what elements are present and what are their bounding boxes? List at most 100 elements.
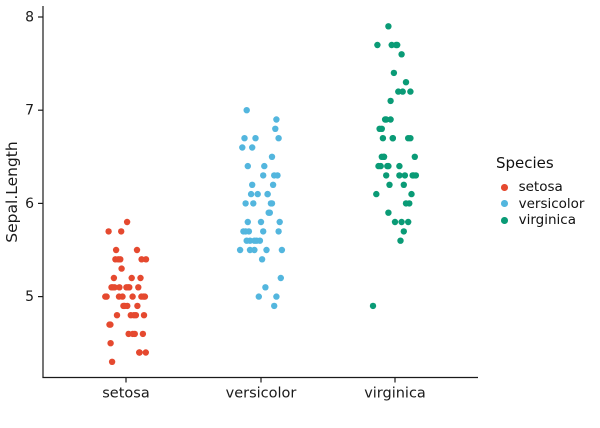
data-point-setosa [107, 340, 114, 347]
data-point-versicolor [260, 228, 267, 235]
data-point-setosa [102, 293, 109, 300]
data-point-versicolor [254, 190, 261, 198]
data-point-virginica [399, 88, 406, 95]
data-point-setosa [138, 256, 145, 263]
data-point-versicolor [277, 274, 284, 282]
x-axis-ticks: setosa versicolor virginica [102, 377, 426, 402]
data-point-versicolor [261, 162, 268, 170]
data-point-virginica [385, 23, 392, 30]
data-point-versicolor [262, 284, 269, 291]
data-point-virginica [374, 41, 381, 49]
data-point-setosa [134, 302, 141, 310]
data-point-virginica [369, 302, 377, 310]
legend-item-label: virginica [518, 212, 576, 229]
data-point-virginica [401, 172, 409, 179]
legend-dot-icon [501, 183, 508, 191]
data-point-setosa [135, 284, 142, 291]
legend-item-versicolor: versicolor [494, 196, 584, 213]
data-point-versicolor [265, 209, 272, 216]
data-point-virginica [396, 172, 403, 179]
data-point-virginica [396, 162, 403, 170]
data-point-versicolor [263, 246, 270, 254]
data-point-versicolor [244, 162, 251, 170]
data-point-versicolor [264, 190, 271, 198]
data-point-versicolor [255, 293, 262, 300]
legend-dot-icon [501, 216, 508, 224]
data-point-setosa [139, 330, 147, 338]
data-point-virginica [412, 172, 420, 179]
legend-item-setosa: setosa [494, 179, 584, 196]
data-point-virginica [402, 200, 410, 207]
data-point-virginica [389, 135, 396, 142]
y-tick-label: 5 [25, 289, 34, 305]
data-point-virginica [386, 181, 393, 188]
data-point-setosa [106, 321, 113, 328]
data-point-setosa [125, 284, 132, 291]
data-point-versicolor [243, 107, 250, 114]
data-point-versicolor [256, 237, 264, 244]
data-point-versicolor [249, 181, 256, 188]
y-tick-label: 6 [25, 196, 34, 212]
legend-items: setosa versicolor virginica [494, 179, 584, 229]
data-point-versicolor [243, 237, 250, 244]
data-point-virginica [379, 135, 387, 142]
data-point-virginica [378, 125, 385, 132]
data-point-setosa [113, 312, 121, 319]
legend-item-label: versicolor [518, 195, 585, 212]
data-point-setosa [105, 228, 112, 235]
data-point-virginica [373, 190, 380, 198]
data-point-setosa [117, 256, 124, 263]
data-point-virginica [385, 209, 392, 216]
data-point-setosa [116, 284, 123, 291]
data-point-versicolor [242, 228, 249, 235]
data-point-setosa [112, 246, 120, 254]
data-point-setosa [123, 218, 131, 226]
data-point-virginica [407, 135, 414, 142]
data-point-virginica [388, 41, 395, 49]
data-point-versicolor [268, 200, 276, 207]
data-point-versicolor [250, 200, 257, 207]
data-point-setosa [128, 274, 135, 282]
data-point-virginica [400, 181, 407, 188]
y-axis-ticks: 5 6 7 8 [25, 10, 43, 305]
data-point-versicolor [236, 246, 244, 254]
data-point-versicolor [241, 135, 248, 142]
data-point-virginica [392, 41, 400, 49]
data-point-setosa [115, 293, 123, 300]
data-point-virginica [395, 88, 402, 95]
data-point-versicolor [275, 228, 282, 235]
x-tick-label: versicolor [226, 386, 297, 402]
data-point-virginica [405, 218, 412, 226]
data-point-versicolor [260, 172, 267, 179]
data-point-versicolor [251, 237, 258, 244]
data-point-setosa [110, 274, 118, 282]
data-point-versicolor [269, 181, 277, 188]
data-point-virginica [387, 116, 394, 123]
data-point-versicolor [272, 125, 279, 132]
data-point-setosa [133, 246, 141, 254]
data-point-virginica [398, 218, 405, 226]
data-point-setosa [121, 302, 128, 310]
data-point-virginica [375, 162, 382, 170]
data-point-setosa [131, 330, 138, 338]
legend-dot-icon [501, 200, 508, 208]
legend-item-label: setosa [518, 179, 563, 196]
data-point-versicolor [246, 246, 254, 254]
data-point-versicolor [271, 172, 278, 179]
data-point-setosa [140, 312, 148, 319]
data-point-setosa [118, 228, 125, 235]
y-tick-label: 8 [25, 10, 34, 26]
x-tick-label: setosa [102, 386, 149, 402]
data-point-virginica [387, 97, 394, 105]
data-point-versicolor [242, 200, 249, 207]
y-axis-title: Sepal.Length [3, 141, 21, 242]
data-point-setosa [142, 349, 149, 356]
data-points-layer [102, 23, 420, 365]
data-point-versicolor [258, 256, 266, 263]
data-point-virginica [400, 228, 407, 235]
data-point-virginica [407, 88, 414, 95]
data-point-setosa [129, 293, 136, 300]
data-point-versicolor [278, 246, 286, 254]
